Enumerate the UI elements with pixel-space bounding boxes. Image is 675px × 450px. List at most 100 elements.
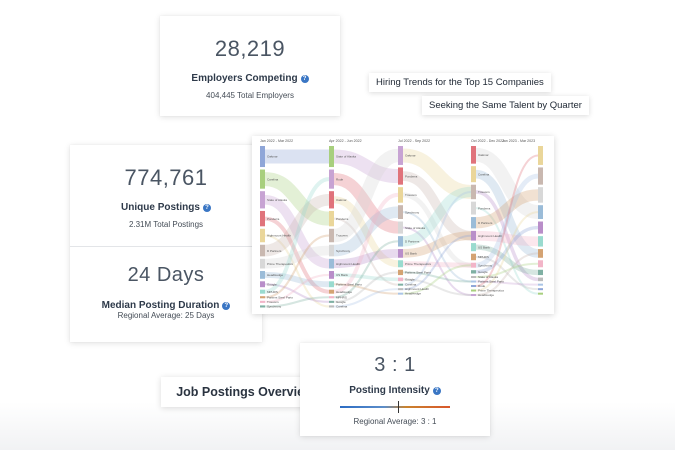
sankey-node: [329, 271, 334, 279]
sankey-node: [471, 243, 476, 252]
sankey-node-label: Prime Therapeutics: [267, 262, 293, 266]
sankey-flow: [402, 171, 472, 241]
sankey-flow: [264, 234, 330, 299]
sankey-node-label: Trouvers: [405, 193, 417, 197]
sankey-node-label: US Bank: [336, 273, 348, 277]
help-icon[interactable]: ?: [202, 203, 211, 212]
sankey-flow: [475, 207, 539, 295]
sankey-node-label: HeadHedge: [336, 290, 352, 294]
sankey-flow: [475, 252, 539, 297]
postings-label: Unique Postings: [121, 202, 200, 213]
sankey-node: [471, 270, 476, 274]
sankey-node-label: Ponderra: [336, 217, 349, 221]
sankey-node: [471, 285, 476, 288]
sankey-node: [329, 146, 334, 168]
sankey-node: [398, 288, 403, 291]
sankey-node-label: Rude: [336, 177, 344, 181]
sankey-flow: [264, 172, 330, 226]
help-icon[interactable]: ?: [300, 74, 309, 83]
sankey-node-label: Highmount Health: [478, 234, 502, 238]
sankey-flow: [264, 194, 330, 257]
sankey-node: [538, 283, 543, 286]
sankey-node: [260, 300, 265, 303]
sankey-node-label: Google: [267, 282, 277, 286]
sankey-node: [398, 292, 403, 295]
sankey-node-label: Trouvers: [267, 300, 279, 304]
sankey-flow: [333, 240, 399, 299]
sankey-flow: [475, 280, 539, 286]
sankey-node: [538, 187, 543, 203]
sankey-node-label: Carelina: [336, 305, 348, 309]
sankey-node: [329, 296, 334, 299]
sankey-node-label: Highmount Health: [267, 234, 291, 238]
sankey-node: [538, 146, 543, 165]
sankey-flow: [474, 147, 540, 220]
sankey-node-label: HeadHedge: [405, 292, 421, 296]
sankey-node: [260, 146, 265, 168]
sankey-node-label: Oakmar: [267, 155, 278, 159]
sankey-node-label: US Bank: [478, 245, 490, 249]
sankey-flow: [333, 288, 399, 308]
sankey-node: [260, 191, 265, 209]
sankey-flow: [264, 216, 330, 294]
sankey-node-label: D Partners: [405, 240, 420, 244]
postings-sub: 2.31M Total Postings: [128, 220, 204, 229]
employers-value: 28,219: [214, 36, 286, 61]
sankey-node: [329, 289, 334, 294]
sankey-node: [329, 244, 334, 257]
sankey-node: [398, 146, 403, 165]
sankey-flow: [475, 225, 539, 274]
postings-label-group: Unique Postings ?: [121, 202, 211, 213]
sankey-node-label: Synchrony: [478, 263, 493, 267]
sankey-node: [260, 210, 265, 227]
sankey-node-label: Prime Therapeutics: [478, 289, 504, 293]
sankey-node: [471, 184, 476, 200]
sankey-node: [471, 201, 476, 215]
sankey-flow: [402, 190, 472, 286]
sankey-node-label: Highmount Health: [336, 262, 360, 266]
sankey-node: [538, 260, 543, 268]
duration-label: Median Posting Duration: [101, 300, 220, 311]
sankey-node-label: State of Alaska: [267, 198, 287, 202]
sankey-node: [471, 276, 476, 279]
employers-label-group: Employers Competing ?: [191, 73, 309, 84]
intensity-scale-marker: [398, 401, 399, 413]
employers-competing-card: 28,219 Employers Competing ? 404,445 Tot…: [160, 16, 340, 116]
sankey-node: [538, 292, 543, 295]
sankey-flow: [475, 173, 539, 268]
sankey-flow: [475, 211, 539, 292]
sankey-node: [538, 221, 543, 234]
posting-intensity-card: 3 : 1 Posting Intensity ? Regional Avera…: [300, 343, 490, 436]
sankey-node: [538, 167, 543, 185]
postings-card: 774,761 Unique Postings ? 2.31M Total Po…: [70, 145, 262, 342]
sankey-quarter-label: Jul 2022 - Sep 2022: [398, 139, 430, 143]
sankey-node: [538, 269, 543, 276]
sankey-flow: [333, 283, 399, 295]
sankey-node: [398, 283, 403, 286]
help-icon[interactable]: ?: [222, 301, 231, 310]
sankey-node: [471, 280, 476, 283]
sankey-node: [398, 167, 403, 185]
sankey-flow: [264, 234, 330, 308]
sankey-node-label: D Partners: [478, 221, 493, 225]
sankey-flow: [264, 296, 330, 308]
sankey-flow: [264, 283, 330, 303]
sankey-node-label: Ponderra: [478, 206, 491, 210]
intensity-scale-bar: [340, 406, 450, 408]
sankey-flow: [475, 230, 539, 247]
sankey-node: [260, 258, 265, 269]
sankey-flow: [402, 264, 472, 295]
sankey-node-label: HeadHedge: [267, 273, 283, 277]
sankey-flow: [475, 190, 539, 282]
sankey-node-label: Oakmar: [336, 198, 347, 202]
sankey-flow: [333, 206, 399, 257]
sankey-flow: [264, 273, 330, 303]
sankey-node-label: HeadHedge: [478, 293, 494, 297]
sankey-node: [398, 187, 403, 203]
sankey-node-label: Google: [405, 278, 415, 282]
intensity-sub: Regional Average: 3 : 1: [353, 417, 437, 426]
employers-sub: 404,445 Total Employers: [206, 91, 294, 100]
sankey-flow: [333, 149, 399, 184]
sankey-node: [398, 205, 403, 220]
help-icon[interactable]: ?: [432, 386, 441, 395]
